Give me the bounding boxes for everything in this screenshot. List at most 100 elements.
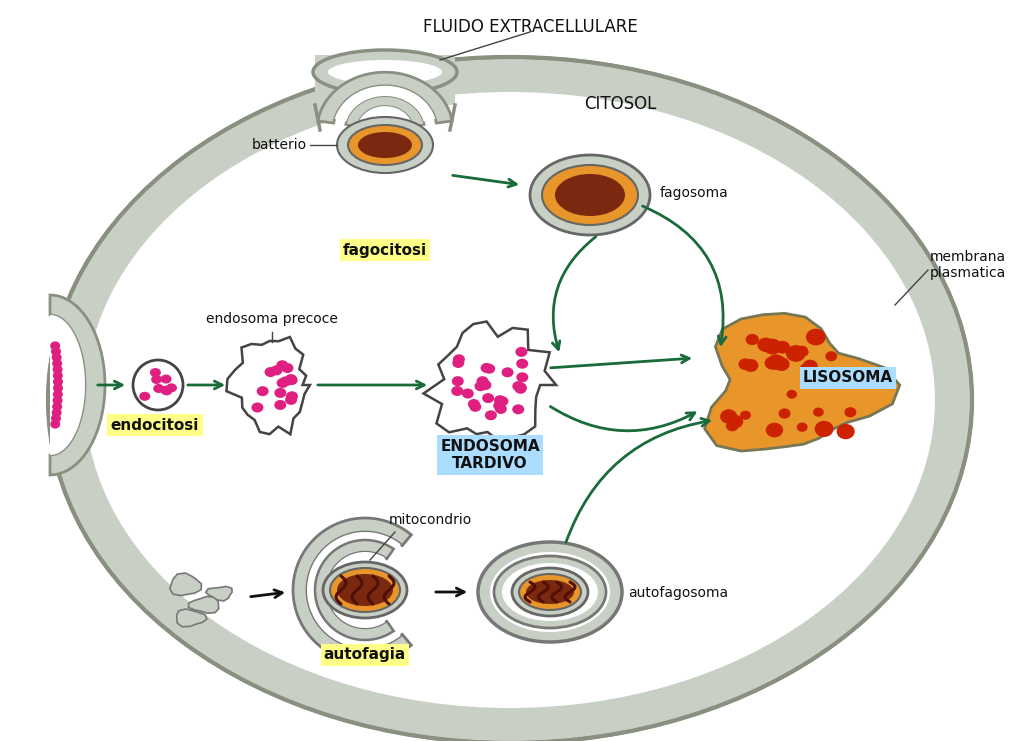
Ellipse shape <box>502 368 514 377</box>
Ellipse shape <box>516 372 528 382</box>
Polygon shape <box>345 96 425 126</box>
Ellipse shape <box>280 376 292 386</box>
Ellipse shape <box>139 392 151 401</box>
Ellipse shape <box>542 165 638 225</box>
Polygon shape <box>50 315 85 455</box>
Ellipse shape <box>480 363 493 373</box>
Ellipse shape <box>474 381 486 391</box>
Ellipse shape <box>530 155 650 235</box>
Ellipse shape <box>285 374 297 384</box>
Polygon shape <box>424 322 556 441</box>
Ellipse shape <box>286 375 298 385</box>
Polygon shape <box>293 518 412 662</box>
Ellipse shape <box>512 381 524 391</box>
Ellipse shape <box>767 354 785 370</box>
Ellipse shape <box>845 407 856 417</box>
Ellipse shape <box>494 401 505 411</box>
Ellipse shape <box>745 334 759 345</box>
Text: CITOSOL: CITOSOL <box>584 95 656 113</box>
Ellipse shape <box>786 345 806 362</box>
Ellipse shape <box>51 414 61 423</box>
Text: endosoma precoce: endosoma precoce <box>206 312 338 326</box>
Polygon shape <box>335 86 435 122</box>
Ellipse shape <box>160 386 171 395</box>
Ellipse shape <box>519 574 581 610</box>
Ellipse shape <box>85 92 935 708</box>
Ellipse shape <box>773 357 790 371</box>
Ellipse shape <box>813 408 823 416</box>
Ellipse shape <box>490 552 610 632</box>
Ellipse shape <box>468 399 480 409</box>
Ellipse shape <box>806 329 825 345</box>
Polygon shape <box>176 609 207 627</box>
Ellipse shape <box>800 364 811 373</box>
Ellipse shape <box>53 377 63 386</box>
Ellipse shape <box>337 574 393 606</box>
Text: ENDOSOMA
TARDIVO: ENDOSOMA TARDIVO <box>440 439 540 471</box>
Ellipse shape <box>166 383 177 392</box>
Ellipse shape <box>452 376 464 386</box>
Ellipse shape <box>778 408 791 419</box>
Ellipse shape <box>743 359 759 372</box>
Polygon shape <box>50 295 104 475</box>
Ellipse shape <box>276 378 289 388</box>
Polygon shape <box>188 597 219 613</box>
Ellipse shape <box>53 384 63 393</box>
Ellipse shape <box>452 386 463 396</box>
Text: fagocitosi: fagocitosi <box>343 242 427 258</box>
Bar <box>315 55 455 105</box>
Ellipse shape <box>358 132 412 158</box>
Ellipse shape <box>274 388 287 398</box>
Ellipse shape <box>482 393 495 403</box>
Ellipse shape <box>282 363 294 373</box>
Ellipse shape <box>740 411 751 420</box>
Ellipse shape <box>512 568 588 616</box>
Ellipse shape <box>50 342 60 350</box>
Ellipse shape <box>52 396 62 405</box>
Ellipse shape <box>555 174 625 216</box>
Ellipse shape <box>323 562 407 618</box>
Polygon shape <box>705 313 900 451</box>
Text: autofagia: autofagia <box>324 648 407 662</box>
Ellipse shape <box>495 404 507 414</box>
Polygon shape <box>315 540 393 640</box>
Ellipse shape <box>52 402 62 411</box>
Ellipse shape <box>274 400 287 410</box>
Ellipse shape <box>512 405 524 414</box>
Ellipse shape <box>526 580 574 604</box>
Ellipse shape <box>53 371 62 380</box>
Ellipse shape <box>51 408 61 417</box>
Polygon shape <box>317 72 453 123</box>
Ellipse shape <box>337 117 433 173</box>
Ellipse shape <box>494 395 506 405</box>
Ellipse shape <box>825 351 838 362</box>
Ellipse shape <box>483 364 496 373</box>
Ellipse shape <box>775 341 791 353</box>
Ellipse shape <box>152 375 162 384</box>
Ellipse shape <box>285 395 297 405</box>
Ellipse shape <box>50 419 60 428</box>
Ellipse shape <box>497 396 509 406</box>
Ellipse shape <box>276 360 289 370</box>
Ellipse shape <box>330 568 400 612</box>
Text: FLUIDO EXTRACELLULARE: FLUIDO EXTRACELLULARE <box>423 18 637 36</box>
Ellipse shape <box>53 390 62 399</box>
Ellipse shape <box>48 57 972 741</box>
Text: membrana
plasmatica: membrana plasmatica <box>930 250 1007 280</box>
Ellipse shape <box>313 50 457 94</box>
Ellipse shape <box>52 365 62 374</box>
Polygon shape <box>206 586 232 601</box>
Ellipse shape <box>514 384 526 393</box>
Ellipse shape <box>348 125 422 165</box>
Ellipse shape <box>815 421 834 437</box>
Ellipse shape <box>161 374 172 384</box>
Text: autofagosoma: autofagosoma <box>628 586 728 600</box>
Ellipse shape <box>803 359 818 373</box>
Ellipse shape <box>478 542 622 642</box>
Ellipse shape <box>51 347 61 356</box>
Ellipse shape <box>726 421 738 431</box>
Ellipse shape <box>479 380 492 390</box>
Ellipse shape <box>494 556 606 628</box>
Ellipse shape <box>798 348 809 356</box>
Ellipse shape <box>257 386 268 396</box>
